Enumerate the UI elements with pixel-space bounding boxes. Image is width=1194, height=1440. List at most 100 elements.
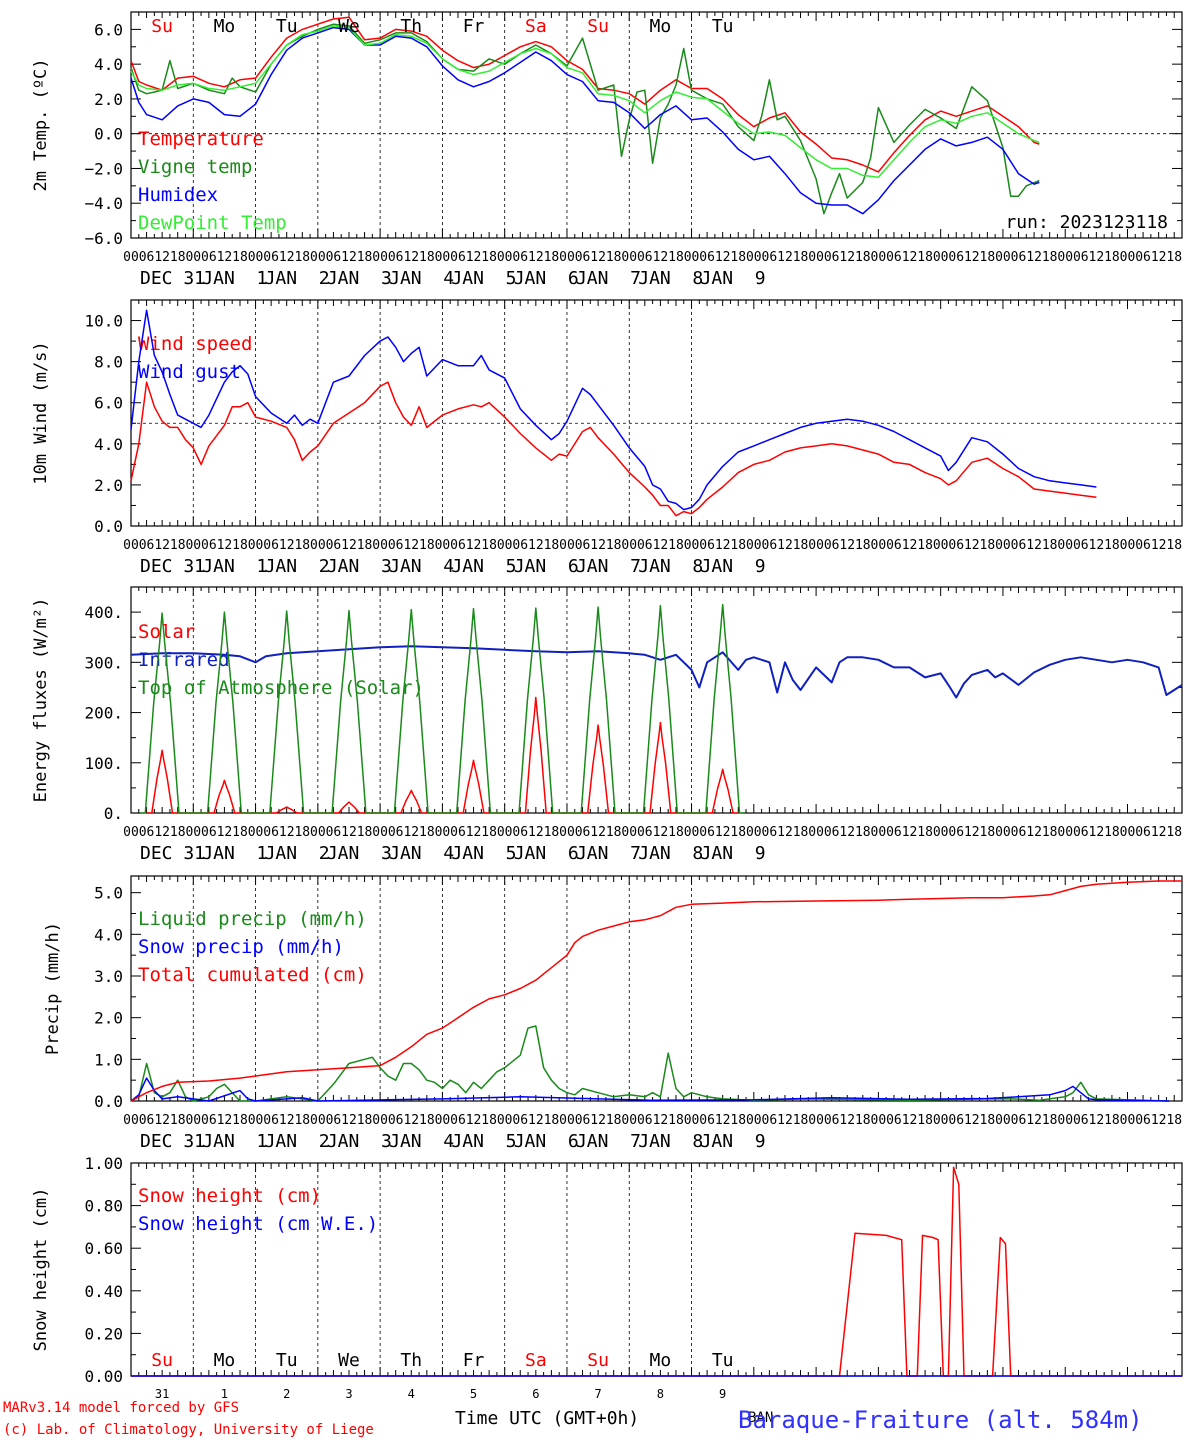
- hour-tick-label: 12: [902, 250, 918, 265]
- hour-tick-label: 18: [730, 538, 746, 553]
- y-tick-label: 200.: [84, 704, 123, 723]
- hour-tick-label: 12: [1026, 1113, 1042, 1128]
- hour-tick-label: 06: [201, 1113, 217, 1128]
- hour-tick-label: 00: [310, 825, 326, 840]
- hour-tick-label: 06: [637, 250, 653, 265]
- hour-tick-label: 12: [839, 1113, 855, 1128]
- y-tick-label: 0.20: [84, 1324, 123, 1343]
- hour-tick-label: 06: [388, 825, 404, 840]
- date-label: JAN 9: [701, 843, 766, 864]
- y-tick-label: 5.0: [94, 884, 123, 903]
- hour-tick-label: 06: [1135, 250, 1151, 265]
- series-line-2: [130, 309, 1097, 511]
- hour-tick-label: 18: [980, 825, 996, 840]
- hour-tick-label: 12: [341, 250, 357, 265]
- hour-tick-label: 12: [590, 250, 606, 265]
- hour-tick-label: 06: [201, 538, 217, 553]
- hour-tick-label: 12: [590, 1113, 606, 1128]
- date-label: JAN 7: [576, 556, 641, 577]
- hour-tick-label: 12: [154, 1113, 170, 1128]
- hour-tick-label: 00: [497, 1113, 513, 1128]
- date-label: JAN 3: [327, 1131, 392, 1152]
- legend-entry: DewPoint Temp: [138, 212, 287, 234]
- hour-tick-label: 06: [886, 825, 902, 840]
- hour-tick-label: 12: [279, 1113, 295, 1128]
- hour-tick-label: 18: [170, 825, 186, 840]
- legend-entry: Vigne temp: [138, 156, 252, 178]
- hour-tick-label: 00: [1057, 1113, 1073, 1128]
- hour-tick-label: 18: [232, 825, 248, 840]
- day-name: Tu: [712, 1350, 734, 1371]
- y-tick-label: 0.60: [84, 1239, 123, 1258]
- date-label: JAN 9: [701, 1131, 766, 1152]
- hour-tick-label: 18: [232, 1113, 248, 1128]
- hour-tick-label: 00: [995, 825, 1011, 840]
- hour-tick-label: 18: [170, 250, 186, 265]
- hour-tick-label: 00: [1120, 250, 1136, 265]
- date-label: JAN 2: [265, 556, 330, 577]
- hour-tick-label: 18: [1166, 1113, 1182, 1128]
- plot-frame: [130, 11, 1183, 239]
- panel-3: 0. 100. 200. 300. 400. Energy fluxes (W/m²) So…: [31, 586, 1183, 864]
- hour-tick-label: 12: [279, 250, 295, 265]
- hour-tick-label: 06: [948, 1113, 964, 1128]
- hour-tick-label: 06: [201, 825, 217, 840]
- date-label: JAN 6: [514, 556, 579, 577]
- hour-tick-label: 12: [653, 1113, 669, 1128]
- y-tick-label: 2.0: [94, 476, 123, 495]
- day-name: Tu: [276, 1350, 298, 1371]
- hour-tick-label: 18: [980, 250, 996, 265]
- hour-tick-label: 18: [1042, 538, 1058, 553]
- hour-tick-label: 18: [357, 250, 373, 265]
- hour-tick-label: 12: [1089, 1113, 1105, 1128]
- day-name: Mo: [650, 16, 672, 37]
- hour-tick-label: 06: [1135, 825, 1151, 840]
- y-tick-label: 4.0: [94, 925, 123, 944]
- hour-tick-label: 00: [933, 825, 949, 840]
- hour-tick-label: 18: [481, 538, 497, 553]
- hour-tick-label: 12: [403, 538, 419, 553]
- hour-tick-label: 06: [575, 250, 591, 265]
- hour-tick-label: 18: [419, 825, 435, 840]
- day-name: Fr: [463, 16, 485, 37]
- hour-tick-label: 06: [388, 1113, 404, 1128]
- hour-tick-label: 00: [1057, 825, 1073, 840]
- hour-tick-label: 00: [684, 538, 700, 553]
- hour-tick-label: 00: [1057, 538, 1073, 553]
- hour-tick-label: 00: [871, 250, 887, 265]
- y-axis-label: 2m Temp. (ºC): [31, 58, 51, 191]
- hour-tick-label: 06: [886, 538, 902, 553]
- hour-tick-label: 00: [746, 538, 762, 553]
- hour-tick-label: 12: [528, 825, 544, 840]
- hour-tick-label: 18: [1104, 825, 1120, 840]
- hour-tick-label: 06: [326, 825, 342, 840]
- legend-entry: Snow height (cm): [138, 1185, 321, 1207]
- hour-tick-label: 00: [372, 1113, 388, 1128]
- date-label: JAN 4: [389, 843, 454, 864]
- day-name: We: [338, 16, 360, 37]
- date-label: JAN 1: [202, 1131, 267, 1152]
- hour-tick-label: 06: [575, 1113, 591, 1128]
- hour-tick-label: 12: [1151, 1113, 1167, 1128]
- date-label: JAN 3: [327, 843, 392, 864]
- hour-tick-label: 12: [839, 825, 855, 840]
- y-tick-label: 6.0: [94, 20, 123, 39]
- hour-tick-label: 18: [980, 1113, 996, 1128]
- hour-tick-label: 06: [762, 1113, 778, 1128]
- hour-tick-label: 06: [886, 250, 902, 265]
- hour-tick-label: 00: [248, 825, 264, 840]
- hour-tick-label: 00: [933, 250, 949, 265]
- footer: MARv3.14 model forced by GFS (c) Lab. of…: [3, 1400, 1143, 1438]
- hour-tick-label: 00: [497, 250, 513, 265]
- hour-tick-label: 12: [341, 1113, 357, 1128]
- hour-tick-label: 18: [481, 1113, 497, 1128]
- series-line-1: [130, 16, 1040, 173]
- date-label: JAN 7: [576, 268, 641, 289]
- hour-tick-label: 06: [512, 825, 528, 840]
- hour-tick-label: 12: [590, 538, 606, 553]
- hour-tick-label: 18: [668, 1113, 684, 1128]
- hour-tick-label: 18: [793, 1113, 809, 1128]
- hour-tick-label: 06: [1073, 538, 1089, 553]
- day-number: 6: [532, 1387, 539, 1401]
